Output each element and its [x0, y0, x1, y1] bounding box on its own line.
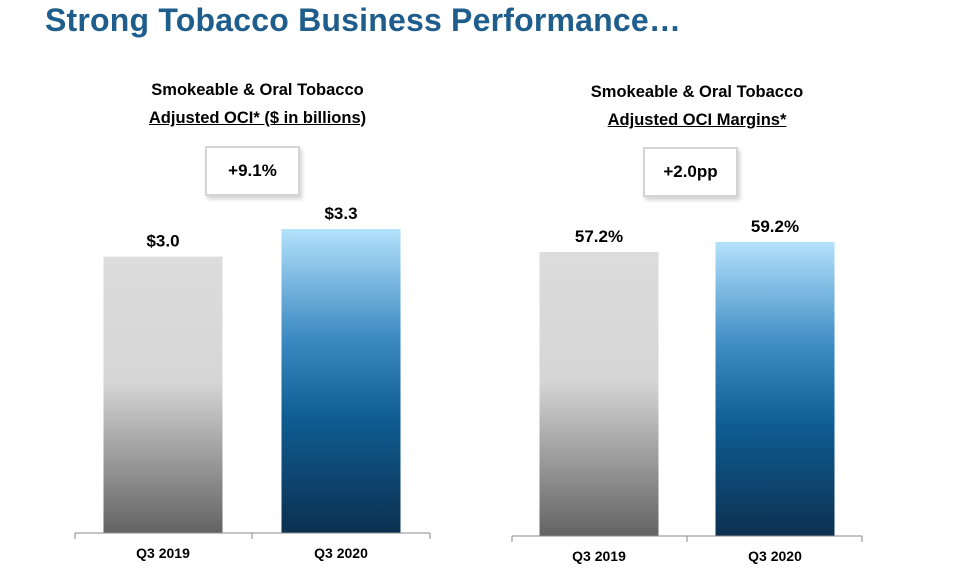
oci-margin-bar-value-label-0: 57.2% [575, 227, 623, 246]
oci-chart-plot: $3.0 Q3 2019 $3.3 Q3 2020 [74, 204, 431, 561]
oci-margin-category-label-1: Q3 2020 [748, 548, 802, 564]
oci-margin-bar-0 [539, 251, 659, 536]
oci-bar-value-label-0: $3.0 [146, 232, 179, 251]
oci-category-label-1: Q3 2020 [314, 545, 368, 561]
oci-margin-chart-title-line2: Adjusted OCI Margins* [607, 111, 787, 129]
oci-chart-title-line2: Adjusted OCI* ($ in billions) [148, 109, 367, 127]
oci-bar-1 [281, 229, 401, 533]
oci-change-badge: +9.1% [205, 146, 300, 196]
oci-chart-title: Smokeable & Oral Tobacco Adjusted OCI* (… [0, 76, 515, 132]
oci-margin-chart-title-line1: Smokeable & Oral Tobacco [590, 83, 804, 101]
oci-bar-value-label-1: $3.3 [324, 204, 357, 223]
oci-margin-bar-1 [715, 242, 835, 536]
oci-margin-chart-title: Smokeable & Oral Tobacco Adjusted OCI Ma… [512, 78, 882, 134]
oci-category-label-0: Q3 2019 [136, 545, 190, 561]
oci-bar-0 [103, 256, 223, 533]
oci-margin-bar-value-label-1: 59.2% [751, 217, 799, 236]
slide-title: Strong Tobacco Business Performance… [45, 2, 682, 38]
oci-margin-change-badge: +2.0pp [643, 147, 738, 197]
oci-chart-title-line1: Smokeable & Oral Tobacco [151, 81, 364, 99]
oci-chart: Smokeable & Oral Tobacco Adjusted OCI* (… [74, 81, 431, 561]
oci-margin-category-label-0: Q3 2019 [572, 548, 626, 564]
